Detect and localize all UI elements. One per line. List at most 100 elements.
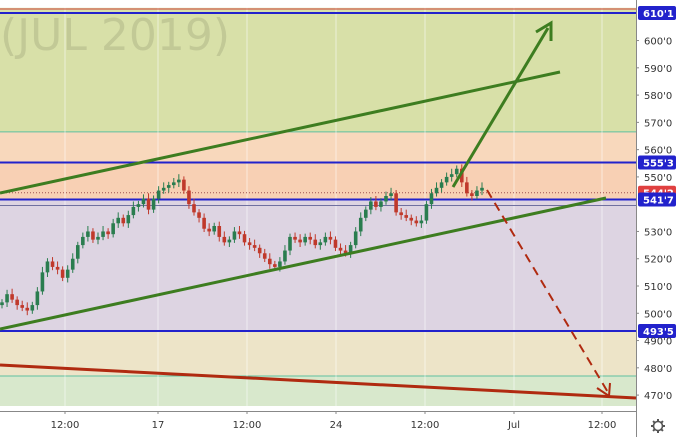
y-axis-panel — [636, 0, 680, 437]
candle-body — [267, 258, 272, 265]
candle-body — [161, 187, 166, 191]
y-tick-label: 490'0 — [644, 337, 672, 348]
candle-body — [177, 179, 181, 183]
candle-body — [86, 231, 90, 237]
candle-body — [111, 223, 115, 235]
candle-body — [15, 299, 19, 306]
candle-body — [187, 190, 191, 205]
y-tick-label: 520'0 — [644, 255, 672, 266]
candle-body — [434, 187, 439, 194]
candle-body — [197, 212, 201, 218]
gear-body — [652, 420, 664, 432]
candle-body — [146, 198, 151, 210]
candle-body — [192, 204, 196, 213]
price-tag-label: 493'5 — [643, 327, 674, 338]
x-tick-label: 17 — [152, 420, 165, 431]
x-axis-panel — [0, 411, 636, 437]
candle-body — [156, 190, 161, 199]
candle-body — [5, 294, 9, 303]
bearish-arrow-head — [596, 382, 611, 398]
candle-body — [298, 239, 302, 243]
candle-body — [465, 182, 469, 194]
candle-body — [343, 250, 348, 254]
candle-body — [475, 190, 479, 196]
upper-trend-line — [0, 70, 561, 195]
candle-body — [313, 239, 318, 246]
candle-body — [30, 305, 35, 311]
candle-body — [449, 174, 454, 177]
horizontal-levels — [0, 8, 636, 332]
price-tag — [638, 155, 676, 170]
y-tick-label: 600'0 — [644, 37, 672, 48]
candle-body — [293, 236, 297, 240]
candle-body — [0, 302, 4, 306]
candle-body — [283, 250, 287, 262]
price-tag — [638, 192, 676, 207]
candle-body — [40, 272, 45, 292]
y-tick-label: 590'0 — [644, 64, 672, 75]
candle-body — [55, 266, 60, 270]
x-tick-label: 24 — [330, 420, 343, 431]
bullish-arrow — [451, 27, 550, 188]
candle-body — [131, 206, 136, 216]
candle-body — [353, 231, 358, 246]
candle-body — [338, 247, 343, 251]
candle-body — [116, 217, 121, 224]
candle-body — [480, 187, 484, 191]
candle-body — [323, 236, 328, 243]
candle-body — [25, 307, 30, 311]
price-tag-label: 541'7 — [643, 196, 674, 207]
candle-body — [232, 231, 237, 240]
price-zone — [0, 199, 636, 331]
candle-body — [429, 193, 434, 205]
candle-body — [419, 220, 424, 224]
candle-body — [207, 228, 211, 232]
x-tick-label: 12:00 — [51, 420, 80, 431]
candle-body — [454, 168, 459, 175]
candle-body — [439, 182, 444, 188]
candle-body — [379, 201, 383, 207]
candle-body — [222, 236, 227, 243]
candle-body — [262, 253, 267, 259]
candle-body — [166, 185, 171, 188]
candle-body — [20, 305, 25, 308]
candle-body — [414, 220, 419, 224]
candle-body — [363, 209, 368, 218]
candle-body — [121, 217, 126, 224]
candle-body — [404, 215, 409, 218]
y-tick-label: 580'0 — [644, 91, 672, 102]
candle-body — [328, 236, 333, 240]
candle-body — [389, 193, 393, 196]
y-tick-label: 480'0 — [644, 364, 672, 375]
candle-body — [65, 269, 70, 278]
candle-body — [252, 245, 257, 248]
bullish-arrow-head — [535, 20, 553, 41]
long-term-trend-line — [0, 363, 637, 400]
gear-icon[interactable] — [651, 419, 665, 433]
x-tick-label: 12:00 — [588, 420, 617, 431]
candle-body — [318, 242, 323, 246]
candle-body — [242, 234, 247, 243]
y-tick-label: 550'0 — [644, 173, 672, 184]
y-tick-label: 470'0 — [644, 391, 672, 402]
candle-body — [459, 168, 464, 183]
candle-body — [171, 182, 176, 186]
candlesticks — [0, 164, 484, 316]
candle-body — [358, 217, 363, 232]
bearish-arrow — [486, 189, 610, 395]
candle-body — [424, 204, 429, 221]
candle-body — [91, 231, 95, 240]
candle-body — [70, 258, 75, 270]
candle-body — [182, 179, 186, 191]
candle-body — [81, 236, 85, 246]
y-tick-label: 510'0 — [644, 282, 672, 293]
candle-body — [470, 193, 474, 196]
candle-body — [348, 245, 353, 254]
candle-body — [247, 242, 252, 246]
price-tag-label: 555'3 — [643, 158, 674, 169]
candle-body — [227, 239, 232, 243]
price-zone — [0, 162, 636, 200]
candle-body — [308, 236, 313, 240]
